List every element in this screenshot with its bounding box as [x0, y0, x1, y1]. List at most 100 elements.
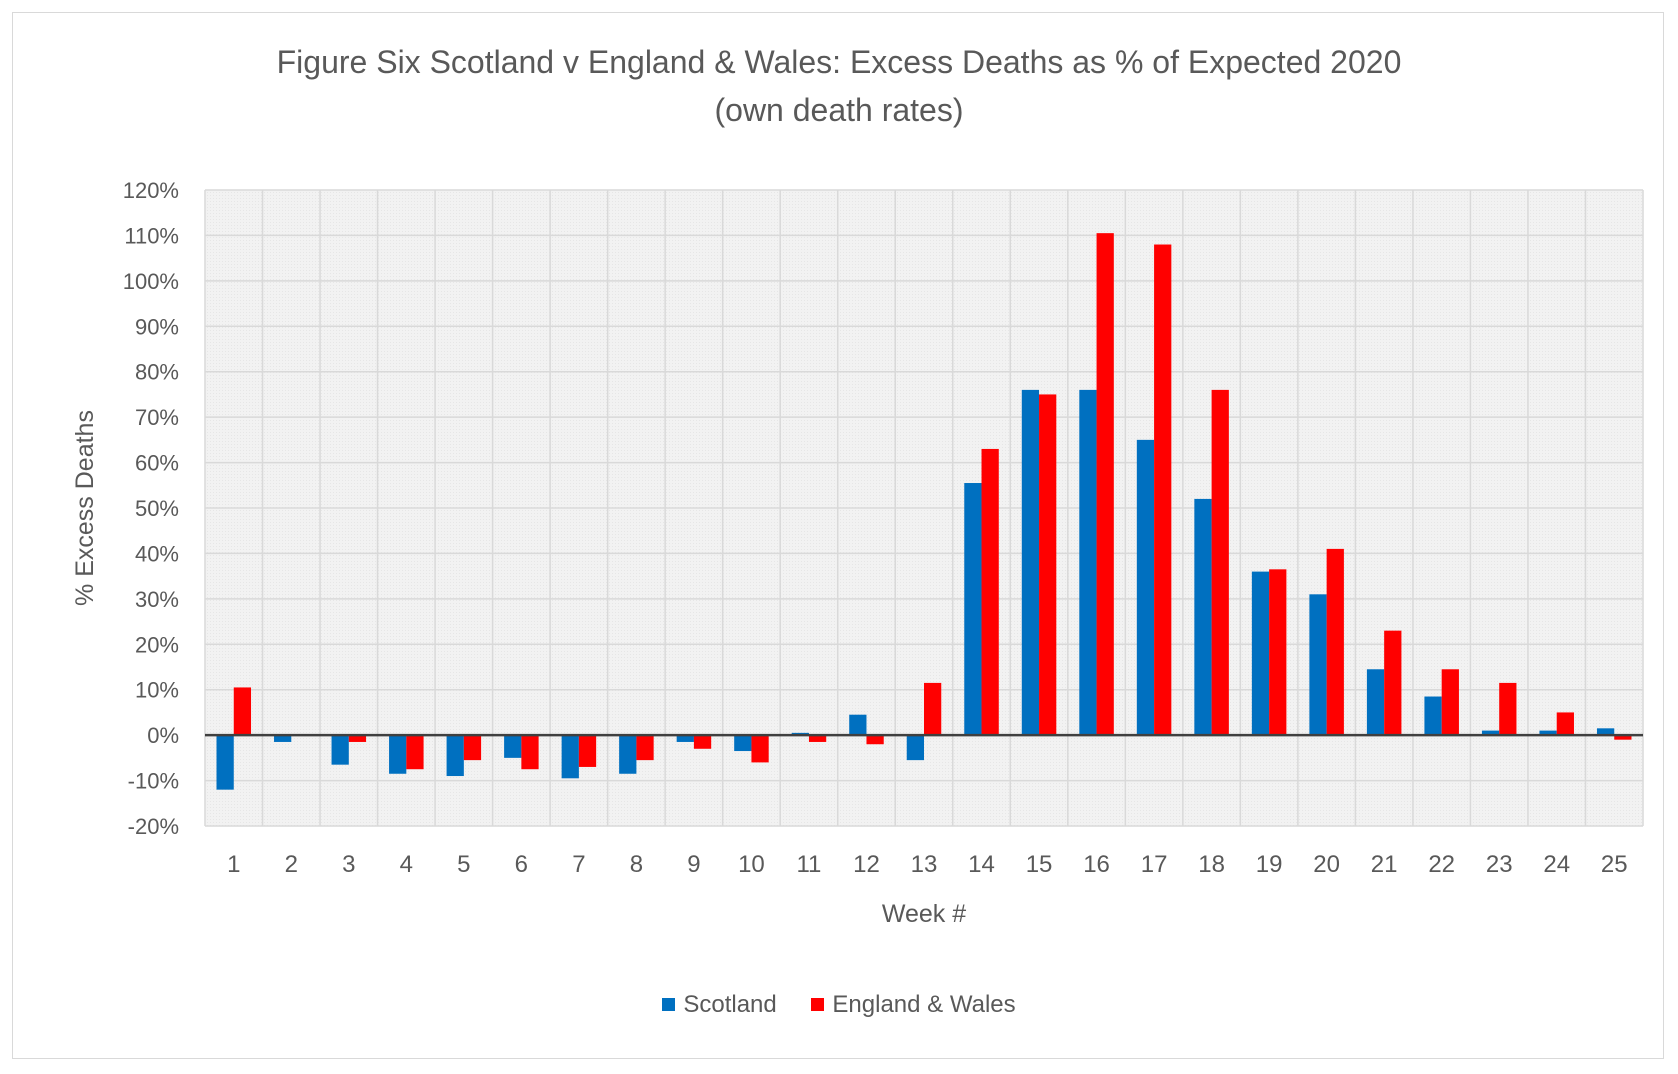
bar-scotland-week-24: [1539, 730, 1557, 736]
y-tick-label: -10%: [128, 769, 179, 794]
bar-england-wales-week-24: [1556, 712, 1574, 736]
bar-england-wales-week-1: [233, 687, 252, 736]
x-tick-label: 8: [630, 851, 643, 878]
x-tick-label: 17: [1141, 851, 1168, 878]
x-tick-label: 4: [400, 851, 413, 878]
legend: Scotland England & Wales: [0, 990, 1678, 1019]
bar-scotland-week-7: [561, 735, 579, 779]
y-axis-tick-labels: -20% -10% 0% 10% 20% 30% 40% 50% 60% 70% 80% 90% 100…: [123, 178, 179, 839]
horizontal-gridlines: [205, 189, 1643, 827]
x-tick-label: 6: [515, 851, 528, 878]
bar-scotland-week-13: [906, 735, 924, 761]
y-tick-label: -20%: [128, 814, 179, 839]
legend-label-england-wales: England & Wales: [832, 990, 1016, 1018]
x-tick-label: 14: [968, 851, 995, 878]
x-tick-label: 21: [1371, 851, 1398, 878]
y-tick-label: 110%: [124, 223, 179, 248]
legend-item-scotland: Scotland: [662, 990, 777, 1019]
bar-england-wales-week-20: [1326, 548, 1344, 736]
legend-swatch-scotland: [662, 998, 676, 1011]
bar-england-wales-week-25: [1614, 735, 1632, 740]
bar-scotland-week-6: [504, 735, 522, 758]
bar-scotland-week-10: [734, 735, 752, 752]
legend-label-scotland: Scotland: [683, 990, 777, 1018]
x-tick-label: 13: [911, 851, 938, 878]
bar-england-wales-week-12: [866, 735, 884, 745]
bar-scotland-week-16: [1079, 389, 1097, 736]
x-tick-label: 18: [1198, 851, 1225, 878]
bar-scotland-week-22: [1424, 696, 1442, 736]
y-tick-label: 70%: [135, 405, 179, 430]
bar-scotland-week-3: [331, 735, 349, 765]
x-tick-label: 3: [342, 851, 355, 878]
x-tick-label: 24: [1543, 851, 1570, 878]
bar-england-wales-week-7: [578, 735, 597, 767]
bar-england-wales-week-10: [751, 735, 769, 763]
bar-england-wales-week-14: [981, 448, 999, 736]
legend-swatch-england-wales: [811, 998, 825, 1011]
bar-england-wales-week-15: [1039, 394, 1057, 736]
bar-scotland-week-1: [216, 735, 234, 790]
y-tick-label: 20%: [135, 632, 179, 657]
y-tick-label: 60%: [135, 451, 179, 476]
bar-series: [216, 233, 1632, 790]
y-tick-label: 90%: [135, 314, 179, 339]
bar-england-wales-week-5: [463, 735, 482, 761]
bar-scotland-week-19: [1251, 571, 1270, 736]
bar-scotland-week-21: [1366, 669, 1385, 736]
bar-scotland-week-18: [1194, 498, 1212, 736]
x-tick-label: 9: [687, 851, 700, 878]
bar-england-wales-week-18: [1211, 389, 1229, 736]
x-tick-label: 10: [738, 851, 765, 878]
x-tick-label: 5: [457, 851, 470, 878]
x-tick-label: 2: [285, 851, 298, 878]
y-tick-label: 0%: [147, 723, 179, 748]
y-tick-label: 40%: [135, 541, 179, 566]
bar-scotland-week-14: [964, 483, 982, 736]
x-tick-label: 19: [1256, 851, 1283, 878]
x-tick-label: 16: [1083, 851, 1110, 878]
bar-scotland-week-15: [1021, 389, 1040, 736]
chart-title: Figure Six Scotland v England & Wales: E…: [0, 38, 1678, 134]
bar-england-wales-week-9: [693, 735, 712, 749]
bar-scotland-week-4: [389, 735, 407, 774]
chart-subtitle-text: (own death rates): [714, 92, 964, 128]
bar-scotland-week-17: [1136, 439, 1155, 736]
bar-england-wales-week-13: [924, 682, 942, 736]
bar-england-wales-week-21: [1384, 630, 1402, 736]
x-tick-label: 12: [853, 851, 880, 878]
x-tick-label: 20: [1313, 851, 1340, 878]
bar-england-wales-week-11: [808, 735, 827, 742]
bar-scotland-week-8: [619, 735, 637, 774]
bar-england-wales-week-16: [1096, 233, 1114, 736]
bar-england-wales-week-22: [1441, 669, 1459, 736]
x-tick-label: 7: [572, 851, 585, 878]
x-axis-title: Week #: [882, 900, 966, 928]
x-tick-label: 11: [796, 851, 821, 878]
chart-title-text: Figure Six Scotland v England & Wales: E…: [276, 44, 1402, 80]
bar-england-wales-week-4: [406, 735, 424, 770]
x-tick-label: 15: [1026, 851, 1053, 878]
x-tick-label: 25: [1601, 851, 1628, 878]
y-tick-label: 120%: [123, 178, 179, 203]
y-tick-label: 100%: [123, 269, 179, 294]
bar-scotland-week-23: [1481, 730, 1500, 736]
y-axis-title: % Excess Deaths: [71, 410, 99, 606]
x-axis-tick-labels: 1 2 3 4 5 6 7 8 9 10 11 12 13 14 15 16 17 18 19 20 21 22 23 24 2…: [227, 851, 1628, 878]
bar-england-wales-week-6: [521, 735, 539, 770]
bar-scotland-week-25: [1596, 728, 1615, 736]
bar-scotland-week-20: [1309, 594, 1327, 736]
bar-scotland-week-12: [849, 714, 867, 736]
y-tick-label: 30%: [135, 587, 179, 612]
bar-england-wales-week-8: [636, 735, 654, 761]
bar-scotland-week-9: [676, 735, 694, 742]
bar-england-wales-week-19: [1269, 569, 1287, 736]
y-tick-label: 50%: [135, 496, 179, 521]
legend-item-england-wales: England & Wales: [811, 990, 1016, 1019]
bar-england-wales-week-23: [1499, 682, 1517, 736]
bar-scotland-week-2: [274, 735, 292, 742]
bar-scotland-week-5: [446, 735, 464, 777]
y-tick-label: 10%: [135, 678, 179, 703]
y-tick-label: 80%: [135, 360, 179, 385]
